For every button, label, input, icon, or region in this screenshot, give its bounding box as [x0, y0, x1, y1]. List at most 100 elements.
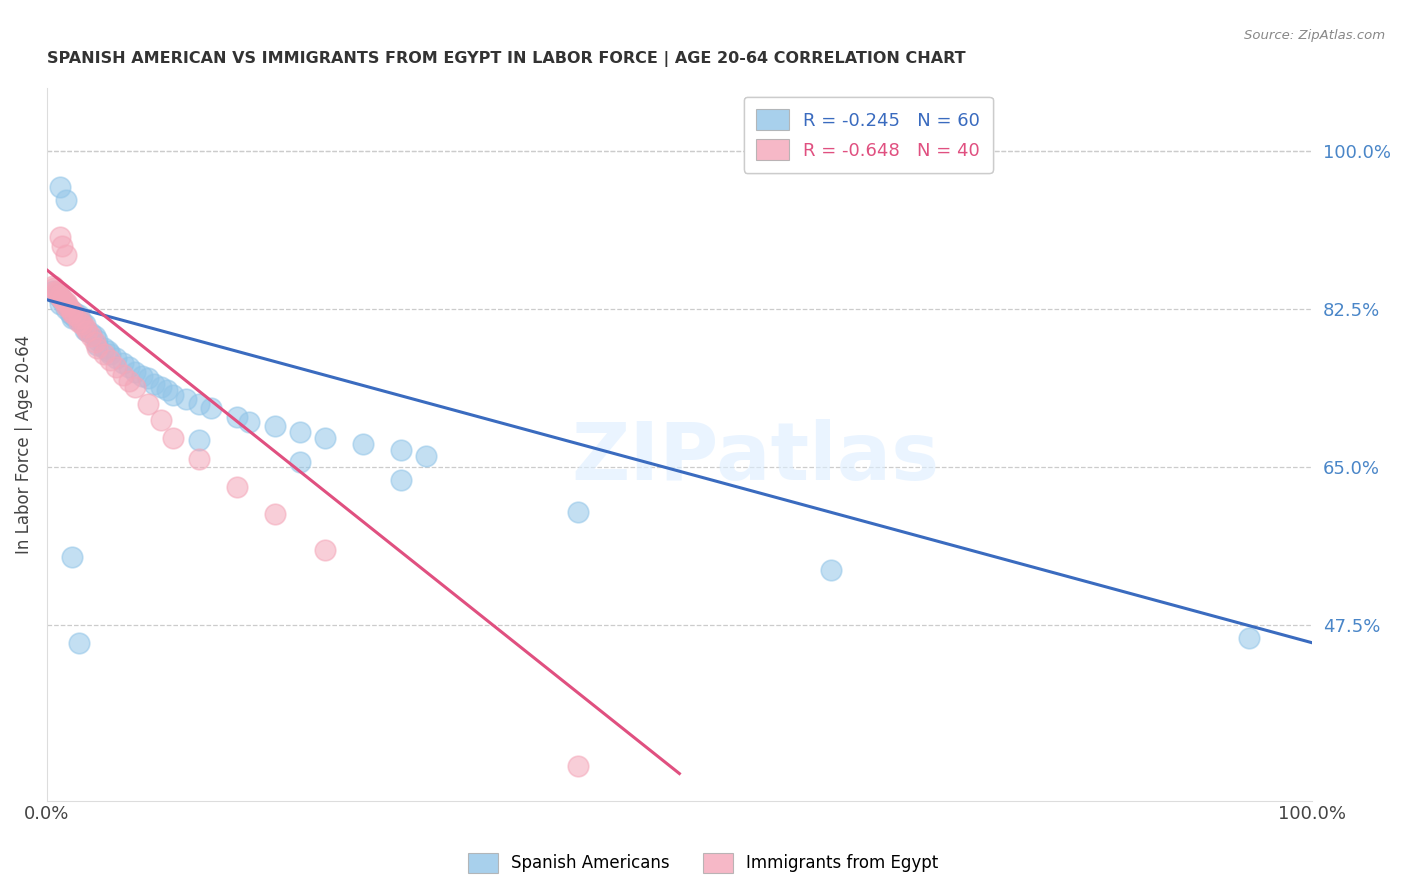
Point	[80, 326, 103, 340]
Point	[48, 297, 70, 311]
Point	[149, 380, 172, 394]
Point	[73, 317, 96, 331]
Point	[820, 564, 842, 578]
Point	[111, 356, 134, 370]
Point	[86, 341, 108, 355]
Point	[56, 297, 79, 311]
Point	[131, 369, 153, 384]
Point	[67, 313, 90, 327]
Point	[72, 315, 94, 329]
Point	[59, 301, 82, 316]
Point	[46, 288, 69, 302]
Point	[55, 295, 77, 310]
Point	[105, 351, 128, 366]
Point	[93, 341, 115, 355]
Point	[1237, 631, 1260, 645]
Point	[156, 383, 179, 397]
Point	[56, 299, 79, 313]
Point	[48, 229, 70, 244]
Point	[60, 306, 83, 320]
Point	[55, 299, 77, 313]
Point	[93, 347, 115, 361]
Point	[60, 304, 83, 318]
Point	[389, 473, 412, 487]
Text: SPANISH AMERICAN VS IMMIGRANTS FROM EGYPT IN LABOR FORCE | AGE 20-64 CORRELATION: SPANISH AMERICAN VS IMMIGRANTS FROM EGYP…	[46, 51, 966, 67]
Point	[187, 452, 209, 467]
Point	[67, 308, 90, 322]
Point	[84, 335, 107, 350]
Point	[162, 431, 184, 445]
Point	[97, 344, 120, 359]
Point	[76, 324, 98, 338]
Point	[67, 310, 90, 325]
Point	[288, 425, 311, 440]
Point	[48, 290, 70, 304]
Point	[51, 238, 73, 252]
Point	[72, 317, 94, 331]
Point	[60, 308, 83, 322]
Point	[52, 293, 75, 307]
Point	[314, 431, 336, 445]
Point	[59, 301, 82, 316]
Point	[73, 322, 96, 336]
Point	[124, 365, 146, 379]
Point	[111, 368, 134, 382]
Point	[200, 401, 222, 415]
Point	[187, 396, 209, 410]
Point	[48, 180, 70, 194]
Point	[389, 443, 412, 458]
Point	[60, 549, 83, 564]
Point	[174, 392, 197, 406]
Point	[118, 374, 141, 388]
Point	[225, 479, 247, 493]
Point	[288, 455, 311, 469]
Point	[55, 297, 77, 311]
Point	[98, 353, 121, 368]
Point	[352, 437, 374, 451]
Point	[60, 304, 83, 318]
Point	[314, 542, 336, 557]
Point	[46, 286, 69, 301]
Point	[136, 396, 159, 410]
Point	[42, 284, 65, 298]
Point	[60, 310, 83, 325]
Point	[187, 433, 209, 447]
Point	[48, 290, 70, 304]
Point	[51, 292, 73, 306]
Point	[63, 310, 86, 325]
Point	[42, 279, 65, 293]
Point	[84, 329, 107, 343]
Point	[52, 295, 75, 310]
Text: Source: ZipAtlas.com: Source: ZipAtlas.com	[1244, 29, 1385, 43]
Point	[55, 194, 77, 208]
Point	[55, 301, 77, 316]
Point	[59, 306, 82, 320]
Point	[415, 449, 437, 463]
Point	[162, 387, 184, 401]
Point	[143, 376, 166, 391]
Point	[44, 281, 66, 295]
Point	[67, 636, 90, 650]
Point	[67, 315, 90, 329]
Point	[73, 319, 96, 334]
Point	[136, 371, 159, 385]
Point	[98, 347, 121, 361]
Y-axis label: In Labor Force | Age 20-64: In Labor Force | Age 20-64	[15, 334, 32, 554]
Legend: R = -0.245   N = 60, R = -0.648   N = 40: R = -0.245 N = 60, R = -0.648 N = 40	[744, 96, 993, 173]
Point	[567, 759, 589, 773]
Point	[51, 293, 73, 307]
Point	[55, 247, 77, 261]
Point	[86, 334, 108, 348]
Point	[76, 324, 98, 338]
Point	[105, 360, 128, 375]
Point	[86, 338, 108, 352]
Point	[45, 284, 67, 298]
Point	[263, 507, 285, 521]
Point	[48, 288, 70, 302]
Point	[80, 329, 103, 343]
Point	[225, 410, 247, 425]
Point	[63, 308, 86, 322]
Point	[149, 413, 172, 427]
Point	[118, 360, 141, 375]
Legend: Spanish Americans, Immigrants from Egypt: Spanish Americans, Immigrants from Egypt	[461, 847, 945, 880]
